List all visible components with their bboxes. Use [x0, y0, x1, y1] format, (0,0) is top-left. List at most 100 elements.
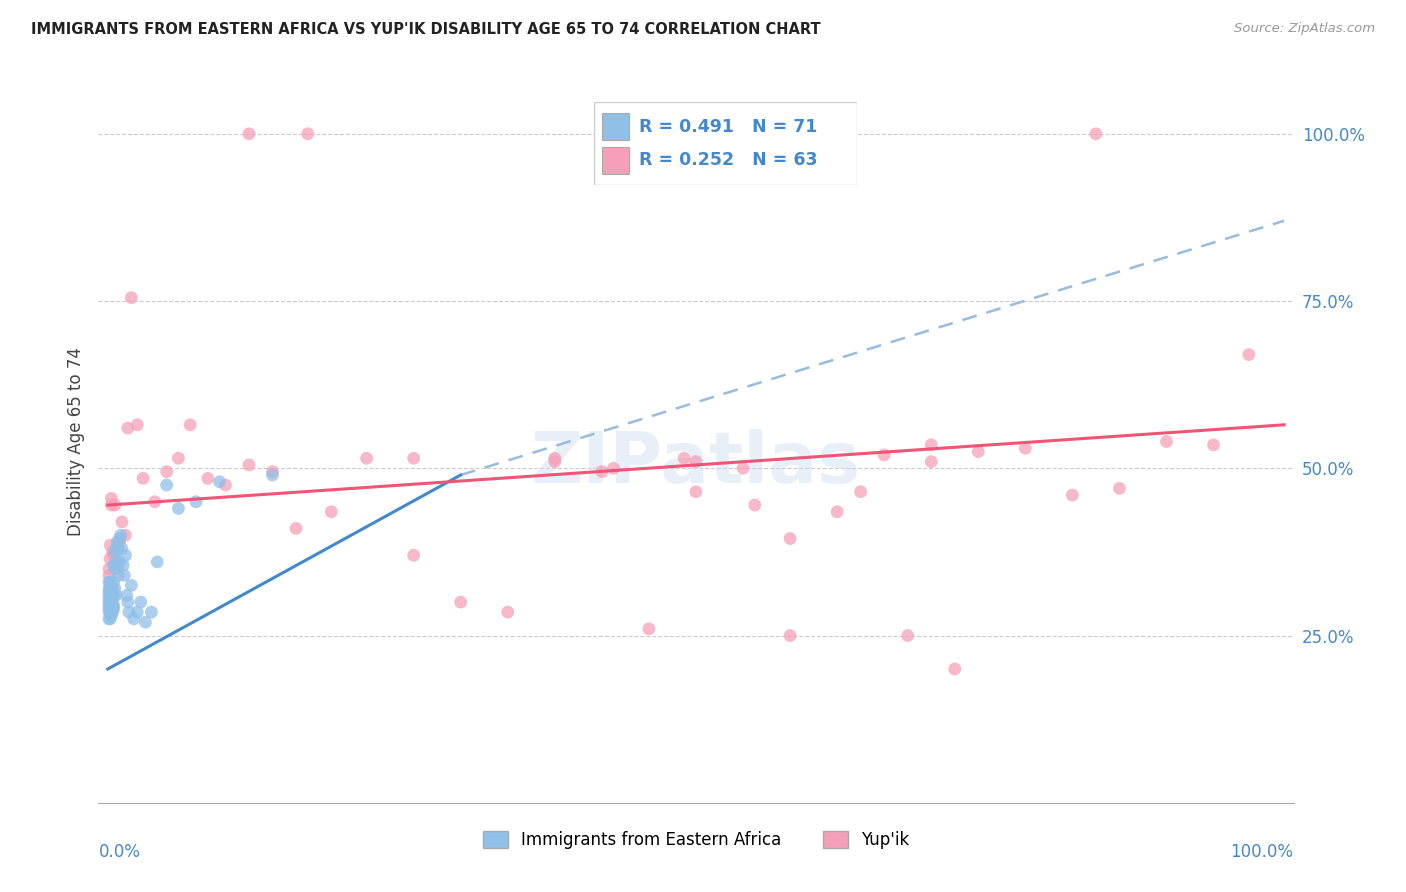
Point — [402, 548, 425, 563]
Point — [98, 599, 121, 613]
Point — [112, 568, 135, 582]
Point — [100, 585, 122, 599]
Point — [100, 491, 122, 506]
Point — [98, 551, 121, 566]
Point — [114, 548, 136, 563]
Point — [110, 528, 132, 542]
Point — [105, 541, 128, 556]
Point — [98, 612, 121, 626]
Point — [1237, 348, 1260, 362]
Point — [103, 589, 125, 603]
Point — [825, 505, 848, 519]
Point — [100, 578, 122, 592]
Point — [1202, 438, 1225, 452]
Point — [100, 591, 122, 606]
Text: Source: ZipAtlas.com: Source: ZipAtlas.com — [1234, 22, 1375, 36]
Point — [104, 498, 127, 512]
Point — [104, 562, 127, 576]
Point — [146, 555, 169, 569]
Point — [214, 478, 236, 492]
Text: IMMIGRANTS FROM EASTERN AFRICA VS YUP'IK DISABILITY AGE 65 TO 74 CORRELATION CHA: IMMIGRANTS FROM EASTERN AFRICA VS YUP'IK… — [31, 22, 821, 37]
Point — [297, 127, 319, 141]
Point — [101, 582, 124, 596]
Point — [103, 575, 125, 590]
Point — [111, 515, 134, 529]
Point — [117, 595, 139, 609]
Point — [100, 599, 122, 613]
Point — [496, 605, 519, 619]
Text: 0.0%: 0.0% — [98, 843, 141, 861]
Point — [1084, 127, 1107, 141]
Point — [849, 484, 872, 499]
Point — [602, 461, 624, 475]
Point — [100, 589, 122, 603]
Point — [98, 582, 121, 596]
Point — [105, 589, 128, 603]
Point — [897, 628, 920, 642]
Point — [98, 575, 121, 590]
Point — [731, 461, 754, 475]
Point — [122, 612, 145, 626]
Point — [238, 458, 260, 472]
Point — [1108, 482, 1130, 496]
Point — [208, 475, 231, 489]
Point — [104, 582, 127, 596]
Point — [544, 455, 567, 469]
Point — [262, 467, 284, 482]
Point — [127, 605, 149, 619]
Point — [167, 451, 190, 466]
Point — [105, 555, 128, 569]
Point — [98, 602, 121, 616]
Point — [101, 605, 124, 619]
Point — [238, 127, 260, 141]
Point — [111, 541, 134, 556]
Point — [101, 602, 124, 616]
Point — [920, 455, 942, 469]
Point — [114, 528, 136, 542]
Point — [101, 591, 124, 606]
Point — [744, 498, 766, 512]
Point — [100, 595, 122, 609]
Point — [108, 555, 131, 569]
Point — [1062, 488, 1084, 502]
Point — [779, 628, 801, 642]
Point — [108, 532, 131, 546]
Point — [134, 615, 156, 630]
Point — [103, 599, 125, 613]
Point — [127, 417, 149, 432]
Point — [98, 578, 121, 592]
Point — [107, 541, 129, 556]
Point — [98, 591, 121, 606]
Point — [98, 589, 121, 603]
Point — [98, 589, 121, 603]
Point — [105, 534, 128, 549]
Point — [402, 451, 425, 466]
Point — [1014, 442, 1036, 455]
Point — [98, 599, 121, 613]
Point — [803, 127, 825, 141]
Point — [100, 498, 122, 512]
Point — [98, 585, 121, 599]
Point — [107, 568, 129, 582]
Y-axis label: Disability Age 65 to 74: Disability Age 65 to 74 — [66, 347, 84, 536]
Point — [779, 532, 801, 546]
Point — [120, 291, 142, 305]
Point — [98, 595, 121, 609]
Point — [101, 599, 124, 613]
Point — [638, 622, 661, 636]
Point — [943, 662, 966, 676]
Point — [98, 585, 121, 599]
Point — [156, 465, 179, 479]
Point — [100, 602, 122, 616]
Point — [156, 478, 179, 492]
Point — [591, 465, 613, 479]
Point — [143, 494, 166, 508]
Text: 100.0%: 100.0% — [1230, 843, 1294, 861]
Point — [105, 562, 128, 576]
Point — [184, 494, 207, 508]
Point — [118, 605, 141, 619]
Point — [98, 605, 121, 619]
Point — [101, 589, 124, 603]
Point — [98, 591, 121, 606]
Point — [285, 521, 308, 535]
